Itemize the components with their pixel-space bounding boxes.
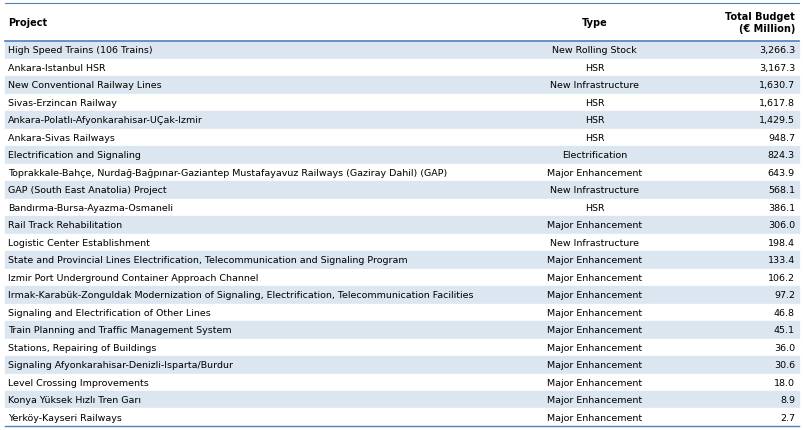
Bar	[5, 4, 798, 42]
Text: Major Enhancement: Major Enhancement	[546, 308, 642, 317]
Text: Electrification and Signaling: Electrification and Signaling	[8, 151, 141, 160]
Text: Major Enhancement: Major Enhancement	[546, 273, 642, 282]
Bar	[5, 408, 798, 426]
Text: Major Enhancement: Major Enhancement	[546, 169, 642, 177]
Text: Izmir Port Underground Container Approach Channel: Izmir Port Underground Container Approac…	[8, 273, 258, 282]
Text: Ankara-Istanbul HSR: Ankara-Istanbul HSR	[8, 64, 105, 73]
Text: New Infrastructure: New Infrastructure	[549, 238, 638, 247]
Bar	[5, 147, 798, 164]
Bar	[5, 286, 798, 304]
Text: Electrification: Electrification	[561, 151, 626, 160]
Text: Major Enhancement: Major Enhancement	[546, 395, 642, 404]
Text: 643.9: 643.9	[767, 169, 794, 177]
Text: HSR: HSR	[584, 64, 604, 73]
Text: 18.0: 18.0	[773, 378, 794, 387]
Text: 3,266.3: 3,266.3	[758, 46, 794, 55]
Text: 1,617.8: 1,617.8	[758, 98, 794, 108]
Text: 568.1: 568.1	[767, 186, 794, 195]
Text: 2.7: 2.7	[779, 413, 794, 422]
Bar	[5, 199, 798, 216]
Text: Major Enhancement: Major Enhancement	[546, 378, 642, 387]
Bar	[5, 216, 798, 234]
Text: New Infrastructure: New Infrastructure	[549, 186, 638, 195]
Text: New Conventional Railway Lines: New Conventional Railway Lines	[8, 81, 161, 90]
Bar	[5, 59, 798, 77]
Text: Major Enhancement: Major Enhancement	[546, 360, 642, 369]
Bar	[5, 234, 798, 252]
Text: 948.7: 948.7	[767, 133, 794, 142]
Bar	[5, 129, 798, 147]
Text: Type: Type	[581, 18, 606, 28]
Bar	[5, 356, 798, 374]
Text: 133.4: 133.4	[767, 256, 794, 264]
Text: Ankara-Sivas Railways: Ankara-Sivas Railways	[8, 133, 115, 142]
Text: Konya Yüksek Hızlı Tren Garı: Konya Yüksek Hızlı Tren Garı	[8, 395, 141, 404]
Text: 3,167.3: 3,167.3	[758, 64, 794, 73]
Text: Train Planning and Traffic Management System: Train Planning and Traffic Management Sy…	[8, 326, 231, 335]
Text: Yerköy-Kayseri Railways: Yerköy-Kayseri Railways	[8, 413, 122, 422]
Text: 30.6: 30.6	[773, 360, 794, 369]
Text: Major Enhancement: Major Enhancement	[546, 413, 642, 422]
Text: HSR: HSR	[584, 133, 604, 142]
Bar	[5, 77, 798, 94]
Text: New Rolling Stock: New Rolling Stock	[552, 46, 636, 55]
Text: Rail Track Rehabilitation: Rail Track Rehabilitation	[8, 221, 122, 230]
Text: Toprakkale-Bahçe, Nurdağ-Bağpınar-Gaziantep Mustafayavuz Railways (Gaziray Dahil: Toprakkale-Bahçe, Nurdağ-Bağpınar-Gazian…	[8, 169, 446, 177]
Text: State and Provincial Lines Electrification, Telecommunication and Signaling Prog: State and Provincial Lines Electrificati…	[8, 256, 407, 264]
Text: 46.8: 46.8	[773, 308, 794, 317]
Text: 198.4: 198.4	[767, 238, 794, 247]
Text: GAP (South East Anatolia) Project: GAP (South East Anatolia) Project	[8, 186, 166, 195]
Text: HSR: HSR	[584, 116, 604, 125]
Bar	[5, 42, 798, 59]
Bar	[5, 374, 798, 391]
Text: Major Enhancement: Major Enhancement	[546, 221, 642, 230]
Text: Logistic Center Establishment: Logistic Center Establishment	[8, 238, 149, 247]
Text: Major Enhancement: Major Enhancement	[546, 326, 642, 335]
Text: Stations, Repairing of Buildings: Stations, Repairing of Buildings	[8, 343, 156, 352]
Text: Level Crossing Improvements: Level Crossing Improvements	[8, 378, 149, 387]
Text: 106.2: 106.2	[767, 273, 794, 282]
Text: Major Enhancement: Major Enhancement	[546, 343, 642, 352]
Text: 36.0: 36.0	[773, 343, 794, 352]
Text: Bandırma-Bursa-Ayazma-Osmaneli: Bandırma-Bursa-Ayazma-Osmaneli	[8, 203, 173, 212]
Text: 1,630.7: 1,630.7	[758, 81, 794, 90]
Text: 45.1: 45.1	[773, 326, 794, 335]
Text: New Infrastructure: New Infrastructure	[549, 81, 638, 90]
Bar	[5, 321, 798, 339]
Text: 97.2: 97.2	[773, 291, 794, 300]
Bar	[5, 391, 798, 408]
Text: Ankara-Polatlı-Afyonkarahisar-UÇak-Izmir: Ankara-Polatlı-Afyonkarahisar-UÇak-Izmir	[8, 116, 202, 125]
Bar	[5, 94, 798, 112]
Text: 824.3: 824.3	[767, 151, 794, 160]
Bar	[5, 304, 798, 321]
Text: Signaling Afyonkarahisar-Denizli-Isparta/Burdur: Signaling Afyonkarahisar-Denizli-Isparta…	[8, 360, 233, 369]
Text: Major Enhancement: Major Enhancement	[546, 291, 642, 300]
Text: Irmak-Karabük-Zonguldak Modernization of Signaling, Electrification, Telecommuni: Irmak-Karabük-Zonguldak Modernization of…	[8, 291, 473, 300]
Bar	[5, 164, 798, 181]
Text: Total Budget
(€ Million): Total Budget (€ Million)	[724, 12, 794, 34]
Bar	[5, 339, 798, 356]
Bar	[5, 252, 798, 269]
Text: Sivas-Erzincan Railway: Sivas-Erzincan Railway	[8, 98, 116, 108]
Bar	[5, 112, 798, 129]
Text: 386.1: 386.1	[767, 203, 794, 212]
Text: Project: Project	[8, 18, 47, 28]
Bar	[5, 181, 798, 199]
Text: Major Enhancement: Major Enhancement	[546, 256, 642, 264]
Text: High Speed Trains (106 Trains): High Speed Trains (106 Trains)	[8, 46, 153, 55]
Text: 8.9: 8.9	[779, 395, 794, 404]
Text: 1,429.5: 1,429.5	[758, 116, 794, 125]
Bar	[5, 269, 798, 286]
Text: 306.0: 306.0	[767, 221, 794, 230]
Text: Signaling and Electrification of Other Lines: Signaling and Electrification of Other L…	[8, 308, 210, 317]
Text: HSR: HSR	[584, 203, 604, 212]
Text: HSR: HSR	[584, 98, 604, 108]
